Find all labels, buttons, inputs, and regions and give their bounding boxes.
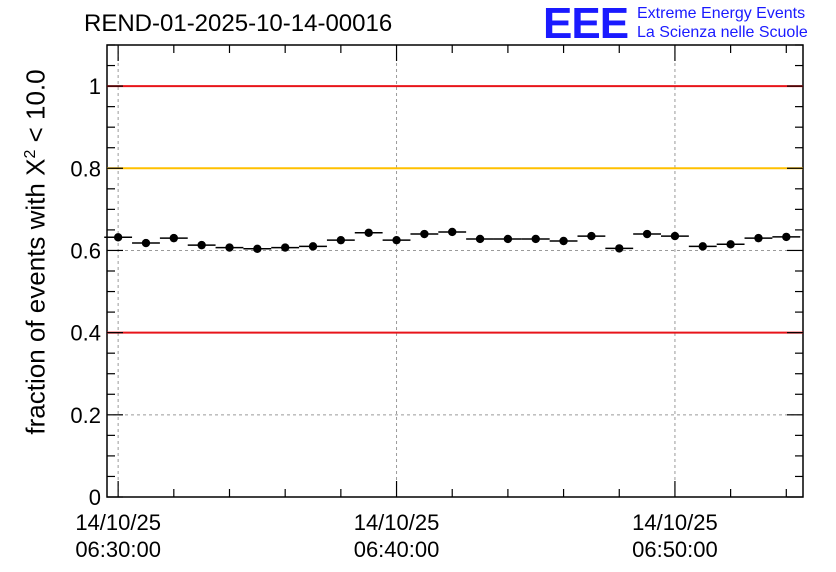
eee-logo: EEE — [543, 0, 629, 48]
data-point — [503, 234, 513, 244]
data-point — [615, 244, 624, 253]
data-point — [642, 229, 652, 239]
x-tick-label-date: 14/10/25 — [632, 510, 718, 535]
y-axis-label-prefix: fraction of events with X — [20, 158, 51, 435]
data-point — [141, 238, 151, 248]
data-point — [364, 228, 373, 237]
logo-caption: Extreme Energy Events La Scienza nelle S… — [637, 4, 808, 42]
y-tick-label: 1 — [89, 74, 101, 99]
data-point — [754, 233, 763, 243]
data-point — [559, 236, 568, 246]
x-tick-label-time: 06:30:00 — [75, 537, 161, 562]
y-tick-label: 0.6 — [70, 238, 101, 263]
data-series — [104, 227, 801, 254]
plot-area — [106, 44, 804, 498]
data-point — [225, 243, 234, 252]
grid — [107, 45, 803, 497]
logo-line-1: Extreme Energy Events — [637, 5, 806, 22]
data-point — [113, 233, 123, 242]
reference-lines — [107, 85, 803, 334]
data-point — [670, 231, 680, 241]
data-point — [587, 231, 596, 241]
y-tick-label: 0.2 — [70, 403, 101, 428]
data-point — [531, 234, 540, 244]
y-axis-label-suffix: < 10.0 — [20, 69, 51, 150]
data-point — [698, 242, 707, 251]
data-point — [197, 240, 206, 250]
y-axis-label-superscript: 2 — [21, 149, 39, 159]
data-point — [726, 240, 735, 249]
data-point — [782, 232, 791, 242]
y-tick-label: 0.4 — [70, 321, 101, 346]
chart-title: REND-01-2025-10-14-00016 — [84, 10, 393, 37]
y-tick-label: 0 — [89, 485, 101, 510]
data-point — [420, 229, 429, 239]
data-point — [336, 235, 346, 245]
data-point — [253, 244, 262, 254]
x-tick-label-time: 06:40:00 — [354, 537, 440, 562]
data-point — [448, 227, 457, 237]
data-point — [475, 234, 485, 244]
data-point — [169, 233, 179, 243]
x-axis: 14/10/2506:30:0014/10/2506:40:0014/10/25… — [75, 45, 787, 562]
y-axis-label: fraction of events with X2 < 10.0 — [21, 69, 52, 434]
data-point — [280, 243, 290, 252]
y-tick-label: 0.8 — [70, 156, 101, 181]
data-point — [392, 235, 401, 245]
x-tick-label-date: 14/10/25 — [354, 510, 440, 535]
x-tick-label-date: 14/10/25 — [75, 510, 161, 535]
data-point — [308, 242, 318, 251]
y-axis: 0 0.2 0.4 0.6 0.8 1 — [70, 44, 803, 510]
logo-line-2: La Scienza nelle Scuole — [637, 24, 808, 41]
x-tick-label-time: 06:50:00 — [632, 537, 718, 562]
